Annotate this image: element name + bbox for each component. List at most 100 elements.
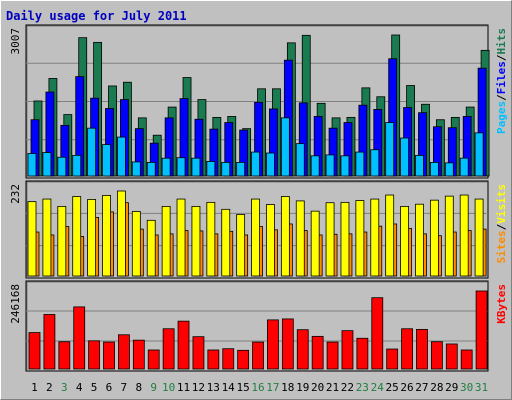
bar-pages-day-29: [444, 162, 454, 177]
bar-sites-day-27: [415, 203, 424, 277]
panel-bevel: [26, 25, 487, 177]
bar-sites-day-8: [131, 211, 141, 277]
bar-kbytes-day-27: [416, 328, 428, 370]
bar-pages-day-4: [72, 154, 82, 177]
bar-pages-day-31: [474, 132, 484, 177]
bar-pages-day-22: [340, 155, 350, 177]
bar-sites-day-13: [206, 201, 216, 277]
day-label-6: 6: [106, 381, 113, 394]
chart-title: Daily usage for July 2011: [6, 9, 187, 23]
bar-kbytes-day-10: [162, 328, 175, 370]
bar-sites-day-21: [325, 202, 335, 277]
bar-kbytes-day-4: [73, 306, 86, 370]
day-label-7: 7: [121, 381, 128, 394]
bar-sites-day-3: [57, 205, 67, 277]
bar-sites-day-26: [400, 205, 409, 277]
bar-pages-day-16: [251, 151, 260, 177]
day-label-25: 25: [386, 381, 399, 394]
bar-pages-day-24: [370, 149, 380, 177]
bar-sites-day-31: [474, 198, 484, 277]
bar-kbytes-day-12: [192, 336, 205, 370]
day-label-21: 21: [326, 381, 339, 394]
bar-kbytes-day-25: [386, 348, 399, 370]
bar-sites-day-4: [72, 196, 82, 277]
bar-pages-day-6: [102, 144, 111, 177]
bar-pages-day-15: [236, 162, 246, 177]
day-label-2: 2: [46, 381, 53, 394]
bar-sites-day-9: [146, 219, 156, 277]
bar-kbytes-day-18: [281, 318, 294, 370]
bar-pages-day-20: [310, 155, 320, 177]
bar-sites-day-2: [42, 198, 52, 277]
bar-sites-day-22: [340, 201, 350, 277]
legend-entry: /: [495, 94, 508, 101]
bar-sites-day-24: [370, 198, 380, 277]
bar-kbytes-day-6: [103, 341, 115, 370]
y-max-label: 246168: [9, 284, 22, 324]
day-label-13: 13: [207, 381, 220, 394]
bar-pages-day-8: [131, 161, 141, 177]
bar-kbytes-day-15: [237, 349, 250, 370]
y-max-label: 232: [9, 184, 22, 204]
bar-sites-day-7: [117, 190, 126, 277]
bar-sites-day-11: [176, 198, 186, 277]
bar-pages-day-25: [385, 122, 395, 177]
bar-pages-day-26: [400, 137, 409, 177]
bar-kbytes-day-23: [356, 337, 369, 370]
bar-kbytes-day-9: [147, 349, 160, 370]
bar-sites-day-30: [459, 194, 469, 277]
bar-kbytes-day-13: [207, 349, 220, 370]
bar-kbytes-day-28: [430, 341, 443, 370]
bar-sites-day-15: [236, 214, 246, 277]
day-label-26: 26: [400, 381, 413, 394]
bar-pages-day-18: [280, 117, 290, 177]
legend-kbytes: KBytes: [495, 284, 508, 324]
day-label-3: 3: [61, 381, 68, 394]
bar-kbytes-day-7: [118, 334, 130, 370]
bar-pages-day-21: [325, 154, 335, 177]
day-label-1: 1: [31, 381, 38, 394]
bar-kbytes-day-5: [88, 340, 101, 370]
legend-visits-sites: Sites/Visits: [495, 184, 508, 264]
day-label-4: 4: [76, 381, 83, 394]
bar-sites-day-20: [310, 210, 320, 277]
bar-pages-day-7: [117, 136, 126, 177]
bar-pages-day-9: [146, 162, 156, 177]
legend-entry: /: [495, 54, 508, 61]
day-label-19: 19: [296, 381, 309, 394]
legend-entry: Pages: [495, 101, 508, 134]
bar-kbytes-day-19: [296, 329, 309, 370]
day-label-17: 17: [266, 381, 279, 394]
bar-pages-day-1: [27, 153, 37, 177]
bar-pages-day-23: [355, 151, 365, 177]
day-label-15: 15: [236, 381, 249, 394]
y-max-label: 3007: [9, 28, 22, 55]
bar-sites-day-19: [295, 200, 305, 277]
bar-pages-day-11: [176, 157, 186, 177]
bar-kbytes-day-29: [445, 343, 458, 370]
bar-sites-day-10: [161, 205, 171, 277]
bar-sites-day-29: [444, 195, 454, 277]
bar-sites-day-25: [385, 194, 395, 277]
bar-sites-day-18: [280, 196, 290, 277]
chart-panels: 3007Pages/Files/Hits232Sites/Visits24616…: [9, 24, 508, 372]
day-label-23: 23: [356, 381, 369, 394]
legend-entry: /: [495, 223, 508, 230]
day-label-28: 28: [430, 381, 443, 394]
panel-kbytes: 246168 KBytes: [9, 280, 508, 372]
bar-kbytes-day-16: [252, 341, 264, 370]
bar-kbytes-day-20: [311, 335, 324, 370]
day-label-12: 12: [192, 381, 205, 394]
day-label-11: 11: [177, 381, 190, 394]
bar-sites-day-16: [251, 198, 260, 277]
day-label-29: 29: [445, 381, 458, 394]
day-label-20: 20: [311, 381, 324, 394]
bar-sites-day-12: [191, 205, 201, 277]
day-label-9: 9: [150, 381, 157, 394]
bar-pages-day-14: [221, 162, 231, 177]
legend-entry: Sites: [495, 230, 508, 263]
bar-kbytes-day-21: [326, 341, 339, 370]
day-label-8: 8: [135, 381, 142, 394]
day-label-27: 27: [415, 381, 428, 394]
